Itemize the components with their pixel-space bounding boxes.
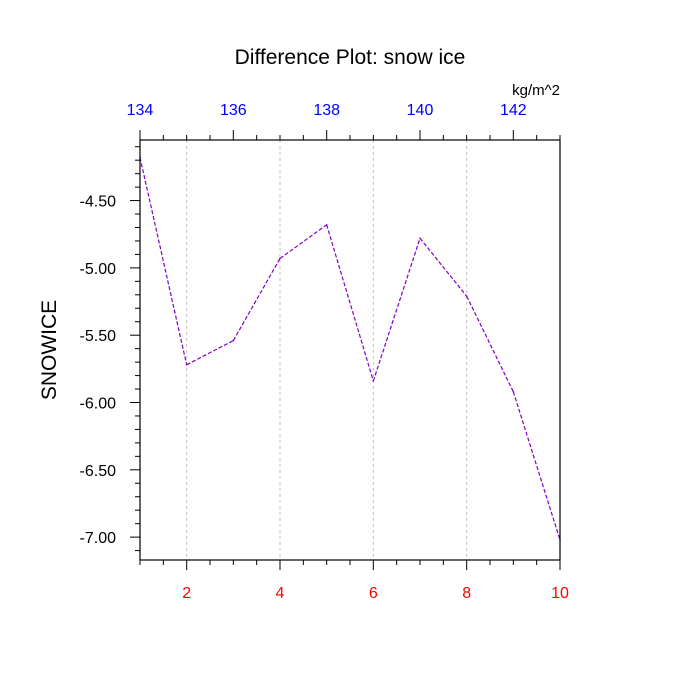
data-point: [185, 364, 188, 366]
line-segment: [466, 295, 514, 392]
line-segment: [279, 224, 328, 259]
y-tick-label: -6.50: [80, 463, 117, 480]
chart-title: Difference Plot: snow ice: [235, 46, 466, 69]
top-tick-label: 134: [127, 102, 154, 119]
data-series: [139, 156, 561, 541]
y-tick-label: -5.00: [80, 261, 117, 278]
x-tick-label: 4: [276, 585, 285, 602]
axis-ticks: [130, 130, 561, 570]
line-segment: [139, 157, 188, 365]
y-tick-label: -4.50: [80, 194, 117, 211]
line-segment: [326, 224, 374, 382]
data-point: [419, 237, 421, 240]
y-axis-label: SNOWICE: [38, 300, 61, 400]
line-segment: [419, 237, 468, 297]
line-segment: [186, 340, 234, 366]
line-segment: [372, 238, 421, 382]
x-tick-label: 2: [182, 585, 191, 602]
top-tick-label: 136: [220, 102, 247, 119]
data-point: [325, 224, 328, 226]
grid-lines: [186, 140, 468, 560]
line-segment: [512, 391, 561, 540]
unit-label: kg/m^2: [512, 82, 560, 99]
top-tick-label: 140: [407, 102, 434, 119]
tick-labels: 2 4 6 8 10 134 136 138 140 142 -4.50 -5.00 -5.50 -6.0…: [80, 102, 569, 602]
data-point: [465, 295, 468, 297]
data-point: [279, 257, 281, 260]
x-tick-label: 8: [462, 585, 471, 602]
y-tick-label: -7.00: [80, 530, 117, 547]
data-point: [372, 380, 375, 382]
data-point: [232, 339, 235, 342]
top-tick-label: 142: [500, 102, 527, 119]
plot-frame: [139, 139, 561, 561]
data-point: [512, 390, 515, 393]
top-tick-label: 138: [313, 102, 340, 119]
y-tick-label: -6.00: [80, 396, 117, 413]
x-tick-label: 6: [369, 585, 378, 602]
x-tick-label: 10: [551, 585, 569, 602]
line-segment: [232, 258, 281, 341]
y-tick-label: -5.50: [80, 328, 117, 345]
